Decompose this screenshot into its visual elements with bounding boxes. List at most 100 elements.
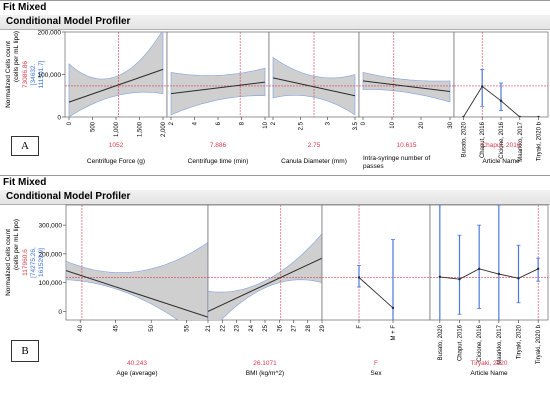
y-ci-lower: [34632. xyxy=(30,63,37,85)
x-tick-label: 55 xyxy=(185,324,191,331)
x-tick-label: Busato, 2020 xyxy=(461,121,467,157)
y-tick-label: 100,000 xyxy=(39,280,63,287)
panel-letter-b: B xyxy=(11,340,39,362)
y-ci-upper: 111501.7] xyxy=(38,60,45,88)
cell-content xyxy=(167,32,269,117)
x-tick-label: 50 xyxy=(149,324,155,331)
profiler-cell-3: 0 10 20 30 10.615 Intra-syringe number ofpass… xyxy=(358,31,455,170)
x-tick-label: Tiryaki, 2020 b xyxy=(536,324,542,364)
x-tick-label: Maarkko, 2017 xyxy=(497,324,503,364)
x-tick-label: 8 xyxy=(240,121,246,125)
x-tick-label: 500 xyxy=(91,121,97,132)
factor-current-value: F xyxy=(374,360,378,367)
x-tick-label: Cicione, 2016 xyxy=(477,324,483,361)
profiler-plot-b: Normalized Cells count (cells per mL lipo… xyxy=(5,204,549,377)
x-tick-label: 40 xyxy=(78,324,84,331)
y-axis-label-units: (cells per mL lipo) xyxy=(13,31,20,82)
x-tick-label: 1,000 xyxy=(114,121,120,137)
category-point xyxy=(357,276,361,279)
x-tick-label: 10 xyxy=(263,121,269,128)
x-tick-label: Tiryaki, 2020 b xyxy=(537,121,543,161)
factor-current-value: 40.243 xyxy=(127,360,147,367)
factor-label: Canula Diameter (mm) xyxy=(281,158,347,165)
x-tick-label: 26 xyxy=(277,324,283,331)
category-point xyxy=(499,99,503,103)
confidence-band xyxy=(66,242,208,320)
profiler-cell-0: 40 45 50 55 40.243 Age (average) xyxy=(65,204,209,377)
profiler-cell-1: 21 22 23 24 25 26 27 28 29 26.1071 BMI (kg/m^2) xyxy=(206,204,326,377)
factor-label: Sex xyxy=(370,370,382,377)
factor-label: Age (average) xyxy=(116,370,157,377)
factor-label: BMI (kg/m^2) xyxy=(246,370,284,377)
prediction-line xyxy=(68,68,164,103)
factor-label: Intra-syringe number of xyxy=(363,155,430,162)
x-tick-label: M + F xyxy=(391,325,397,341)
y-axis-label-units: (cells per mL lipo) xyxy=(13,219,20,270)
y-axis-label-group: Normalized Cells count (cells per mL lipo… xyxy=(5,31,45,108)
x-tick-label: 2.5 xyxy=(298,121,304,130)
category-point xyxy=(517,277,520,280)
x-tick-label: 45 xyxy=(114,324,120,331)
factor-current-value: 10.615 xyxy=(397,142,417,149)
x-tick-label: 3.5 xyxy=(353,121,359,130)
factor-label: Article Name xyxy=(482,158,520,165)
cell-frame xyxy=(358,31,455,118)
x-tick-label: Tiryaki, 2020 xyxy=(517,324,523,359)
factor-label: Centrifuge Force (g) xyxy=(87,158,145,165)
x-tick-label: 0 xyxy=(67,121,73,125)
profiler-cell-2: 2 2.5 3 3.5 2.75 Canula Diameter (mm) xyxy=(268,31,360,165)
profiler-cell-2: F M + F F Sex xyxy=(321,204,431,377)
y-axis-label-group: Normalized Cells count (cells per mL lipo… xyxy=(5,219,45,296)
prediction-line xyxy=(170,81,266,95)
fit-mixed-title-a: Fit Mixed xyxy=(3,2,47,13)
x-tick-label: Cicione, 2016 xyxy=(499,121,505,158)
y-tick-label: 200,000 xyxy=(38,30,62,37)
panel-letter-a: A xyxy=(11,136,39,156)
factor-current-value: 26.1071 xyxy=(253,360,277,367)
confidence-band xyxy=(170,67,266,116)
category-point xyxy=(458,277,461,281)
x-tick-label: 30 xyxy=(448,121,454,128)
y-ci-lower: [74275.26, xyxy=(30,247,37,278)
category-point xyxy=(462,115,465,117)
x-tick-label: 2,000 xyxy=(161,121,167,137)
x-tick-label: Chaput, 2016 xyxy=(480,121,486,158)
factor-label: Centrifuge time (min) xyxy=(188,158,249,165)
x-tick-label: 29 xyxy=(320,324,326,331)
profiler-cell-1: 2 4 6 8 10 7.886 Centrifuge time (min) xyxy=(166,31,270,165)
category-point xyxy=(477,267,481,271)
x-tick-label: 0 xyxy=(361,121,367,125)
panel-b: Fit Mixed Conditional Model Profiler Nor… xyxy=(0,175,550,401)
prediction-line xyxy=(66,270,208,318)
cell-content xyxy=(66,205,208,320)
profiler-title-b: Conditional Model Profiler xyxy=(6,191,131,202)
x-tick-label: 22 xyxy=(220,324,226,331)
x-tick-label: 2 xyxy=(271,121,277,125)
cell-content xyxy=(208,205,322,320)
profiler-cell-3: Busato, 2020 Chaput, 2016 Cicione, 2016 Maa… xyxy=(429,204,549,377)
x-tick-label: 20 xyxy=(419,121,425,128)
profiler-header-b[interactable]: Conditional Model Profiler xyxy=(0,190,550,205)
y-ci-upper: 161529.9] xyxy=(38,248,45,277)
y-tick-label: 300,000 xyxy=(39,223,63,230)
factor-current-value: 2.75 xyxy=(308,142,321,149)
category-point xyxy=(497,272,501,276)
panel-a: Fit Mixed Conditional Model Profiler Nor… xyxy=(0,0,550,175)
factor-label: Article Name xyxy=(470,370,508,377)
factor-current-value: Chaput, 2016 xyxy=(481,142,520,149)
y-tick-label: 100,000 xyxy=(38,72,62,79)
y-tick-label: 200,000 xyxy=(39,251,63,258)
x-tick-label: 2 xyxy=(169,121,175,125)
category-point xyxy=(438,275,442,279)
y-current-value: 117960.6 xyxy=(22,249,29,276)
factor-current-value: 1052 xyxy=(109,142,124,149)
x-tick-label: Maarkko, 2017 xyxy=(518,121,524,161)
profiler-header-a[interactable]: Conditional Model Profiler xyxy=(0,15,550,30)
factor-current-value: Tiryaki, 2020 xyxy=(471,360,508,367)
cell-content xyxy=(359,32,454,117)
x-tick-label: 23 xyxy=(235,324,241,331)
factor-current-value: 7.886 xyxy=(210,142,227,149)
x-tick-label: 4 xyxy=(193,121,199,125)
category-point xyxy=(391,306,395,310)
fit-mixed-title-b: Fit Mixed xyxy=(3,177,47,188)
